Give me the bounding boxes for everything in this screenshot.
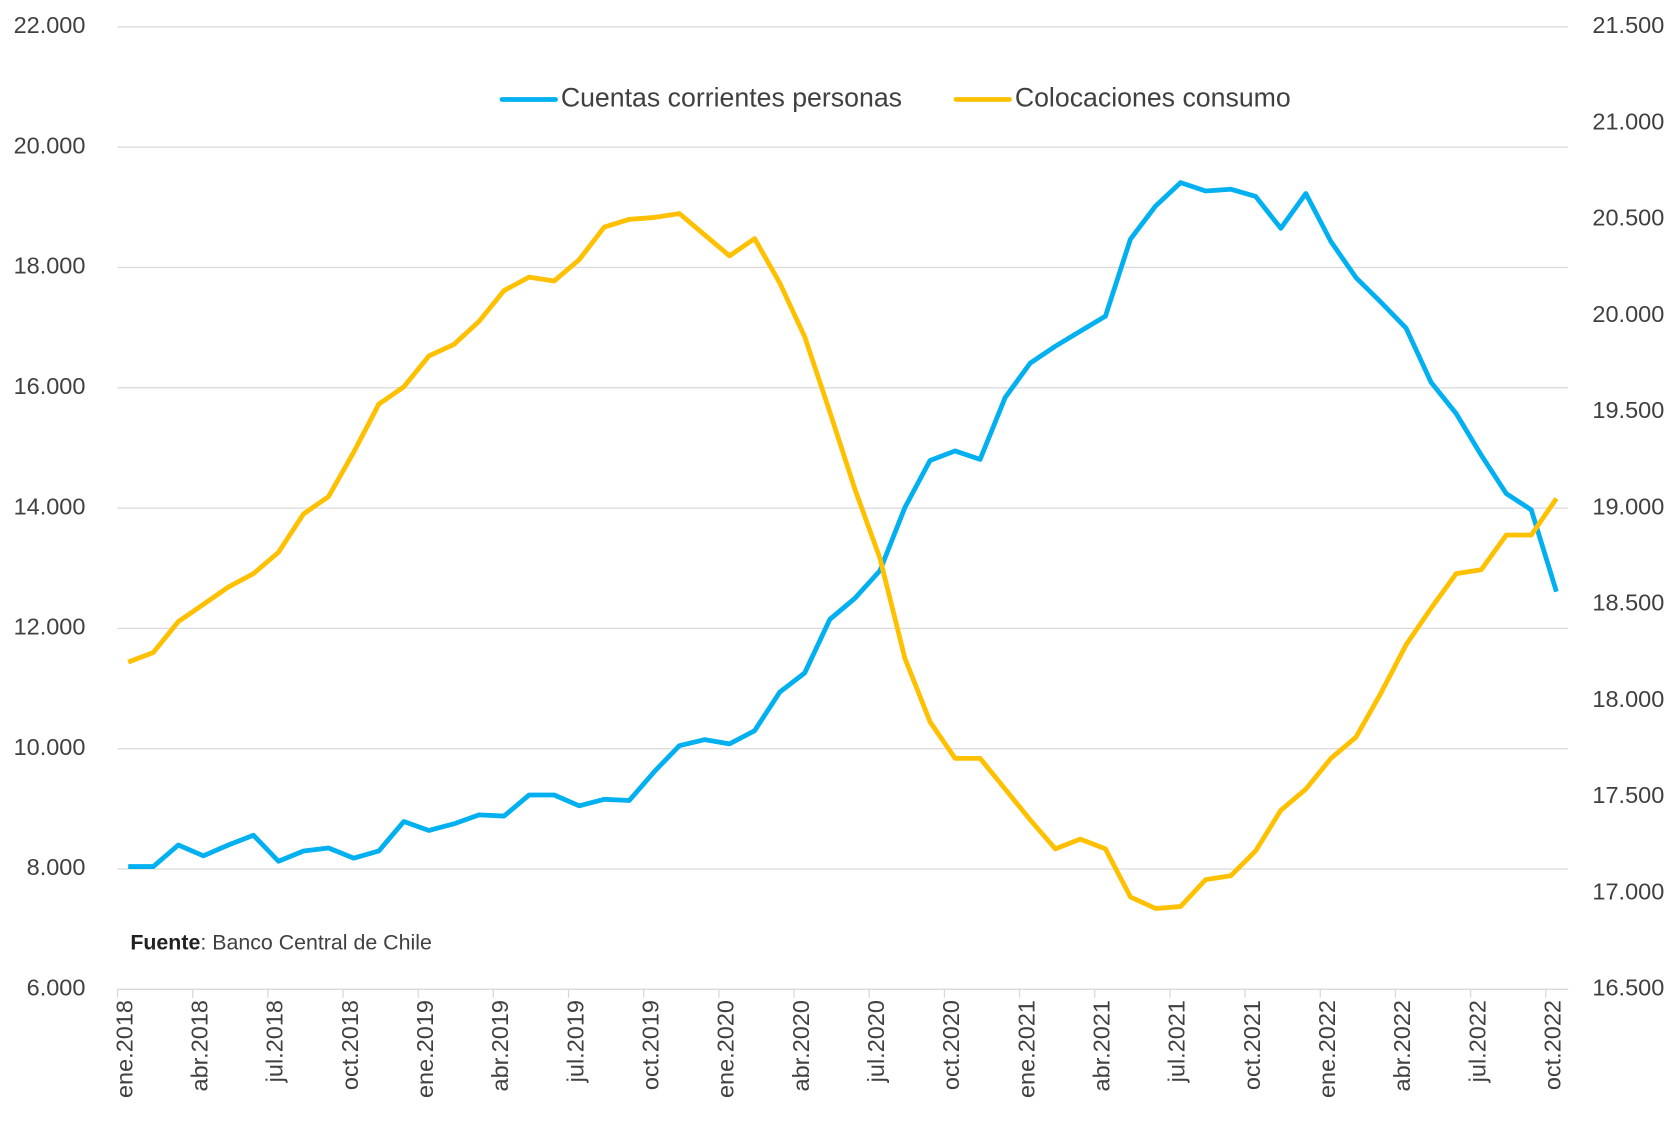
y-tick-label: 20.000 (14, 132, 86, 158)
source-note: Fuente: Banco Central de Chile (130, 930, 432, 954)
y2-tick-label: 20.000 (1592, 301, 1664, 327)
source-label: Fuente (130, 930, 200, 954)
y-tick-label: 22.000 (14, 12, 86, 38)
x-tick-label: jul.2021 (1164, 1000, 1190, 1083)
x-tick-label: jul.2020 (863, 1000, 889, 1083)
x-tick-label: jul.2022 (1464, 1000, 1490, 1083)
x-tick-label: abr.2021 (1088, 1000, 1114, 1091)
series-line (128, 180, 1559, 869)
y2-tick-label: 20.500 (1592, 205, 1664, 231)
x-tick-label: abr.2020 (788, 1000, 814, 1091)
legend-label: Colocaciones consumo (1015, 83, 1291, 113)
x-tick-label: oct.2020 (938, 1000, 964, 1090)
legend-label: Cuentas corrientes personas (561, 83, 902, 113)
x-tick-label: oct.2022 (1539, 1000, 1565, 1090)
x-tick-label: ene.2019 (412, 1000, 438, 1098)
x-tick-label: oct.2018 (337, 1000, 363, 1090)
y-tick-label: 8.000 (27, 854, 86, 880)
y-tick-label: 14.000 (14, 493, 86, 519)
x-tick-label: oct.2021 (1239, 1000, 1265, 1090)
x-tick-label: oct.2019 (637, 1000, 663, 1090)
x-tick-label: abr.2019 (487, 1000, 513, 1091)
x-tick-label: ene.2020 (713, 1000, 739, 1098)
y-tick-label: 10.000 (14, 734, 86, 760)
x-tick-label: abr.2018 (186, 1000, 212, 1091)
series-line (127, 211, 1559, 911)
y2-tick-label: 18.000 (1592, 686, 1664, 712)
x-tick-label: abr.2022 (1389, 1000, 1415, 1091)
x-tick-label: jul.2018 (262, 1000, 288, 1083)
y-tick-label: 16.000 (14, 373, 86, 399)
y2-tick-label: 18.500 (1592, 590, 1664, 616)
source-text: : Banco Central de Chile (200, 930, 432, 954)
y-tick-label: 18.000 (14, 253, 86, 279)
x-tick-label: ene.2021 (1013, 1000, 1039, 1098)
y-tick-label: 12.000 (14, 614, 86, 640)
y2-tick-label: 21.500 (1592, 12, 1664, 38)
y2-tick-label: 17.000 (1592, 878, 1664, 904)
y2-tick-label: 16.500 (1592, 975, 1664, 1001)
x-tick-label: ene.2022 (1314, 1000, 1340, 1098)
x-tick-label: jul.2019 (562, 1000, 588, 1083)
y2-tick-label: 19.500 (1592, 397, 1664, 423)
y2-tick-label: 19.000 (1592, 493, 1664, 519)
y-tick-label: 6.000 (27, 975, 86, 1001)
y2-tick-label: 17.500 (1592, 782, 1664, 808)
y2-tick-label: 21.000 (1592, 108, 1664, 134)
x-tick-label: ene.2018 (111, 1000, 137, 1098)
